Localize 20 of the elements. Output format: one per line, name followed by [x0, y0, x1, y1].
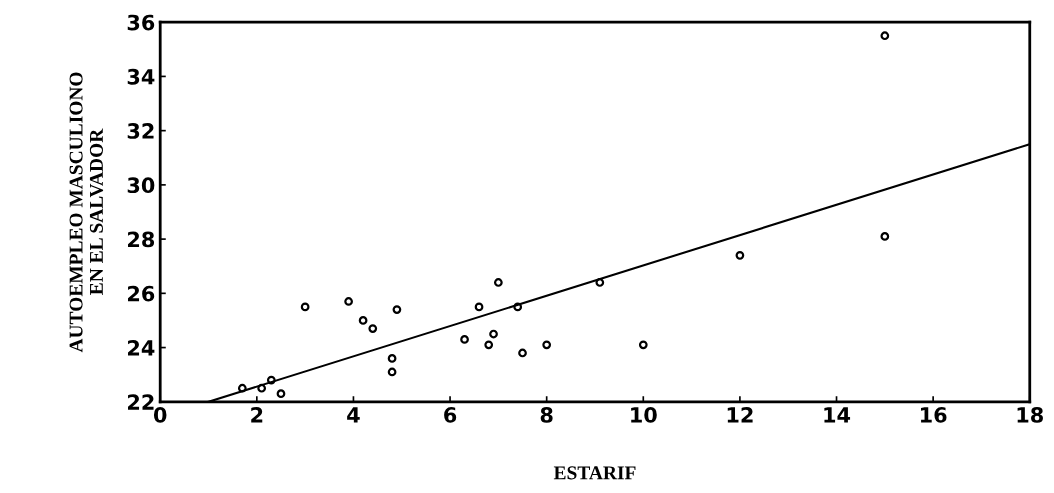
x-tick-label: 10: [631, 407, 657, 423]
y-tick-label: 32: [127, 123, 154, 139]
x-tick-label: 12: [727, 407, 753, 423]
x-tick-label: 8: [540, 407, 553, 423]
y-tick-label: 26: [128, 285, 155, 302]
x-tick-label: 4: [347, 407, 360, 423]
y-tick-label: 24: [128, 340, 155, 356]
x-tick-label: 6: [444, 407, 457, 423]
x-tick-label: 14: [824, 407, 851, 423]
x-tick-label: 2: [251, 407, 263, 423]
y-tick-label: 34: [127, 68, 155, 85]
x-tick-label: 0: [153, 407, 167, 423]
x-tick-label: 16: [921, 407, 947, 423]
x-tick-label: 18: [1017, 407, 1043, 423]
x-axis-title: ESTARIF: [553, 466, 636, 480]
y-tick-label: 28: [128, 231, 155, 248]
y-tick-label: 22: [128, 394, 154, 410]
y-tick-label: 36: [127, 14, 155, 31]
y-axis-title: AUTOEMPLEO MASCULIONO EN EL SALVADOR: [69, 72, 104, 353]
y-tick-label: 30: [127, 177, 155, 194]
